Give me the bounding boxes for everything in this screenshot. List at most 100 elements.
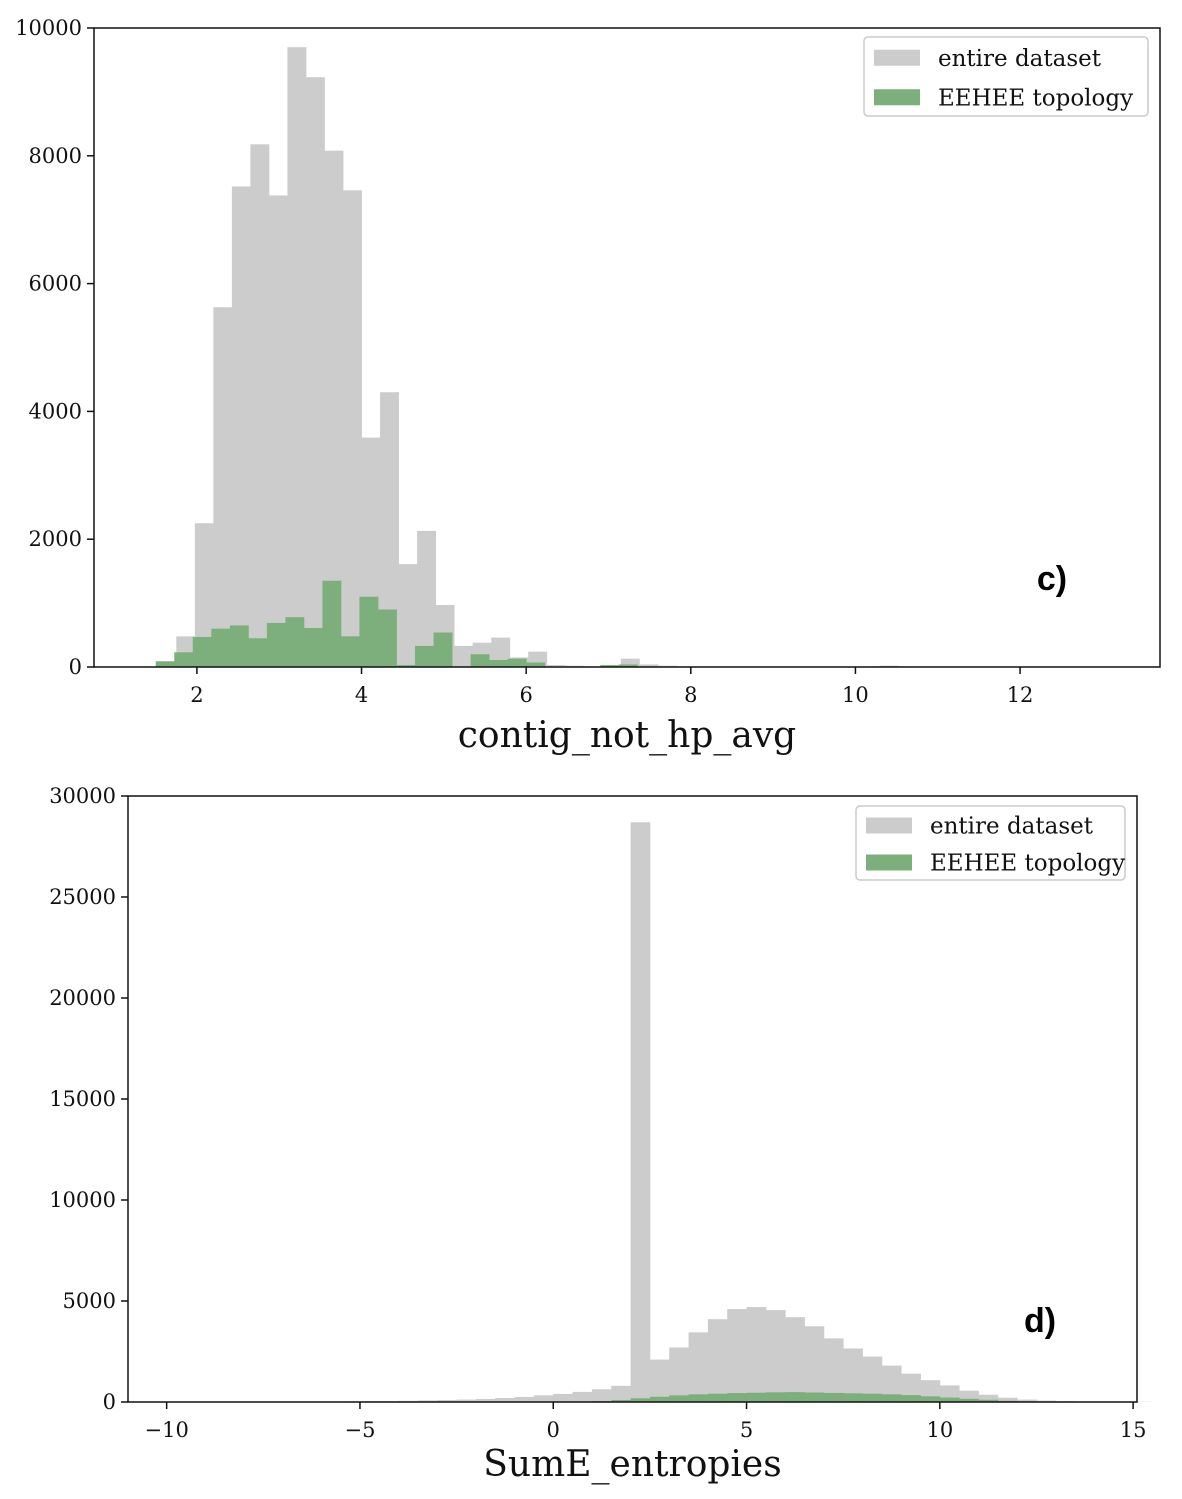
histogram-bar bbox=[285, 617, 305, 667]
histogram-bar bbox=[939, 1397, 960, 1402]
y-tick-label: 25000 bbox=[49, 885, 116, 909]
legend: entire dataset EEHEE topology bbox=[863, 36, 1149, 117]
histogram-bar bbox=[433, 632, 453, 667]
histogram-bar bbox=[630, 822, 651, 1402]
histogram-bar bbox=[707, 1319, 728, 1402]
histogram-bar bbox=[489, 659, 509, 667]
x-tick-label: 5 bbox=[740, 1418, 753, 1442]
histogram-bar bbox=[305, 77, 325, 667]
histogram-bar bbox=[213, 307, 233, 667]
histogram-bar bbox=[322, 580, 342, 667]
panel-label: c) bbox=[1037, 560, 1067, 598]
histogram-bar bbox=[620, 658, 640, 667]
histogram-bar bbox=[211, 628, 231, 667]
histogram-bar bbox=[649, 1359, 670, 1402]
histogram-bar bbox=[572, 1391, 593, 1402]
series-entire-dataset bbox=[176, 47, 918, 668]
legend-label: entire dataset bbox=[930, 814, 1094, 840]
histogram-bar bbox=[591, 1389, 612, 1402]
histogram-bar bbox=[804, 1326, 825, 1402]
x-tick-label: 4 bbox=[355, 683, 368, 707]
x-tick-label: 8 bbox=[684, 683, 697, 707]
histogram-bar bbox=[533, 1395, 554, 1402]
histogram-bar bbox=[707, 1393, 728, 1402]
y-tick-label: 8000 bbox=[29, 144, 82, 168]
y-tick-label: 20000 bbox=[49, 986, 116, 1010]
legend: entire dataset EEHEE topology bbox=[855, 805, 1126, 881]
histogram-bar bbox=[901, 1395, 921, 1402]
histogram-bar bbox=[630, 1398, 651, 1402]
x-tick-label: 10 bbox=[842, 683, 869, 707]
histogram-bar bbox=[437, 1399, 457, 1402]
legend-swatch bbox=[866, 854, 912, 871]
histogram-bar bbox=[997, 1397, 1018, 1402]
y-tick-label: 6000 bbox=[29, 272, 82, 296]
y-tick-label: 30000 bbox=[49, 784, 116, 808]
plot-frame bbox=[93, 27, 1161, 668]
histogram-bar bbox=[881, 1365, 902, 1402]
histogram-bar bbox=[155, 661, 175, 667]
series-entire-dataset bbox=[166, 822, 1153, 1402]
histogram-bar bbox=[475, 1398, 496, 1402]
x-axis-title: contig_not_hp_avg bbox=[458, 715, 796, 756]
x-tick-label: 15 bbox=[1120, 1418, 1147, 1442]
legend-swatch bbox=[874, 89, 920, 106]
histogram-bar bbox=[417, 1400, 438, 1402]
legend-label: EEHEE topology bbox=[930, 851, 1125, 877]
histogram-panel-d: 0 5000 10000 15000 20000 25000 30000 −10 −5 0 5 10 1… bbox=[49, 784, 1153, 1485]
histogram-bar bbox=[553, 1393, 573, 1402]
histogram-bar bbox=[727, 1393, 747, 1402]
y-tick-label: 15000 bbox=[49, 1087, 116, 1111]
histogram-bar bbox=[380, 392, 399, 667]
legend-box bbox=[855, 805, 1126, 881]
legend-swatch bbox=[874, 49, 920, 66]
histogram-bar bbox=[417, 530, 437, 667]
legend-label: entire dataset bbox=[938, 46, 1102, 72]
histogram-bar bbox=[229, 625, 249, 667]
histogram-bar bbox=[959, 1390, 979, 1402]
histogram-bar bbox=[250, 144, 270, 668]
histogram-bar bbox=[324, 150, 344, 667]
histogram-bar bbox=[287, 47, 307, 668]
x-tick-label: 10 bbox=[926, 1418, 953, 1442]
histogram-bar bbox=[843, 1348, 863, 1402]
histogram-bar bbox=[785, 1317, 805, 1402]
histogram-bar bbox=[765, 1310, 786, 1402]
histogram-bar bbox=[456, 1399, 477, 1402]
histogram-bar bbox=[340, 636, 360, 667]
histogram-bar bbox=[688, 1394, 709, 1402]
histogram-bar bbox=[491, 637, 511, 667]
histogram-bar bbox=[688, 1332, 709, 1402]
histogram-bar bbox=[192, 636, 212, 667]
y-tick-label: 4000 bbox=[29, 399, 82, 423]
histogram-bar bbox=[611, 1385, 631, 1402]
histogram-bar bbox=[978, 1394, 999, 1402]
histogram-bar bbox=[495, 1397, 515, 1402]
legend-label: EEHEE topology bbox=[938, 85, 1133, 111]
x-tick-label: 0 bbox=[547, 1418, 560, 1442]
histogram-bar bbox=[600, 665, 620, 667]
x-tick-label: 2 bbox=[190, 683, 203, 707]
histogram-bar bbox=[1017, 1399, 1037, 1402]
histogram-bar bbox=[785, 1392, 805, 1402]
y-tick-label: 10000 bbox=[15, 16, 82, 40]
y-tick-label: 0 bbox=[103, 1390, 116, 1414]
histogram-bar bbox=[669, 1347, 689, 1402]
histogram-bar bbox=[618, 664, 638, 667]
histogram-bar bbox=[639, 664, 659, 667]
y-tick-label: 10000 bbox=[49, 1188, 116, 1212]
y-tick-label: 2000 bbox=[29, 527, 82, 551]
histogram-panel-c: 0 2000 4000 6000 8000 10000 2 4 6 8 10 12 contig_not… bbox=[15, 16, 1161, 756]
histogram-bar bbox=[804, 1392, 825, 1402]
histogram-bar bbox=[978, 1399, 999, 1402]
histogram-bar bbox=[959, 1398, 979, 1402]
histogram-bar bbox=[765, 1392, 786, 1402]
histogram-bar bbox=[454, 645, 474, 667]
legend-swatch bbox=[866, 817, 912, 834]
x-tick-label: −10 bbox=[144, 1418, 188, 1442]
histogram-bar bbox=[901, 1373, 921, 1402]
histogram-bar bbox=[546, 665, 566, 667]
histogram-bar bbox=[470, 654, 490, 667]
panel-label: d) bbox=[1024, 1302, 1056, 1340]
